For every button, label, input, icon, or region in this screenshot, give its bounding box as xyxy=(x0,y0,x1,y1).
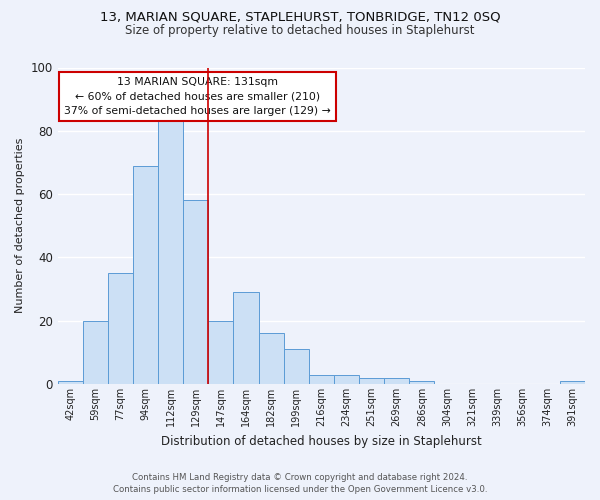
Bar xyxy=(208,320,233,384)
Bar xyxy=(58,381,83,384)
Bar xyxy=(284,349,309,384)
Text: 13, MARIAN SQUARE, STAPLEHURST, TONBRIDGE, TN12 0SQ: 13, MARIAN SQUARE, STAPLEHURST, TONBRIDG… xyxy=(100,11,500,24)
Bar xyxy=(158,118,183,384)
Text: Contains HM Land Registry data © Crown copyright and database right 2024.
Contai: Contains HM Land Registry data © Crown c… xyxy=(113,472,487,494)
X-axis label: Distribution of detached houses by size in Staplehurst: Distribution of detached houses by size … xyxy=(161,434,482,448)
Bar xyxy=(384,378,409,384)
Bar xyxy=(108,273,133,384)
Bar xyxy=(133,166,158,384)
Bar xyxy=(233,292,259,384)
Text: 13 MARIAN SQUARE: 131sqm
← 60% of detached houses are smaller (210)
37% of semi-: 13 MARIAN SQUARE: 131sqm ← 60% of detach… xyxy=(64,77,331,116)
Bar xyxy=(259,334,284,384)
Bar xyxy=(334,374,359,384)
Bar xyxy=(409,381,434,384)
Bar xyxy=(309,374,334,384)
Bar xyxy=(560,381,585,384)
Y-axis label: Number of detached properties: Number of detached properties xyxy=(15,138,25,314)
Bar xyxy=(83,320,108,384)
Text: Size of property relative to detached houses in Staplehurst: Size of property relative to detached ho… xyxy=(125,24,475,37)
Bar xyxy=(359,378,384,384)
Bar xyxy=(183,200,208,384)
